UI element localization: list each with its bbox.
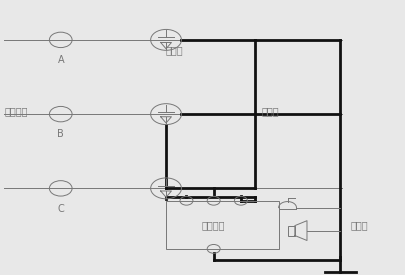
Text: 接地针: 接地针: [350, 220, 368, 230]
Text: A: A: [58, 55, 64, 65]
Text: B: B: [58, 129, 64, 139]
Text: 接地棒: 接地棒: [165, 45, 183, 55]
Text: 接地线: 接地线: [261, 106, 279, 116]
Text: C: C: [58, 204, 64, 213]
Text: 检测装置: 检测装置: [202, 220, 226, 230]
Text: 输电线路: 输电线路: [4, 106, 28, 116]
Bar: [166, 201, 279, 249]
Bar: [288, 226, 295, 235]
